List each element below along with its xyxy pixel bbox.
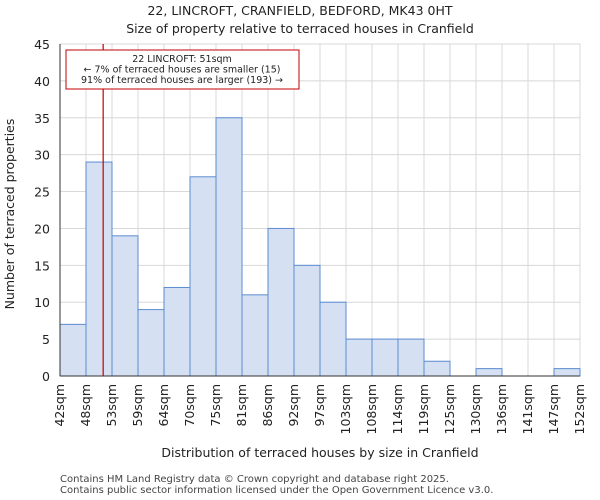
x-tick-labels: 42sqm 48sqm 53sqm 59sqm 64sqm 70sqm 75sqm 81sqm… — [52, 384, 587, 434]
y-tick-label: 30 — [34, 148, 50, 163]
annotation-line: 91% of terraced houses are larger (193) … — [81, 75, 283, 86]
bar-108sqm — [371, 338, 399, 377]
y-tick-label: 20 — [34, 221, 50, 236]
footer-line-1: Contains HM Land Registry data © Crown c… — [60, 474, 449, 485]
y-tick-label: 10 — [34, 295, 50, 310]
x-tick-label: 92sqm — [286, 384, 301, 427]
x-tick-label: 147sqm — [546, 384, 561, 434]
bar-97sqm — [319, 301, 347, 377]
x-tick-label: 75sqm — [208, 384, 223, 427]
x-axis-label: Distribution of terraced houses by size … — [161, 445, 478, 460]
x-tick-label: 81sqm — [234, 384, 249, 427]
x-tick-label: 125sqm — [442, 384, 457, 434]
bar-92sqm — [293, 264, 321, 377]
y-tick-label: 0 — [42, 369, 50, 384]
y-tick-labels: 0 5 10 15 20 25 30 35 40 45 — [34, 37, 50, 384]
axes — [59, 44, 580, 377]
chart-subtitle: Size of property relative to terraced ho… — [126, 21, 474, 36]
bar-103sqm — [345, 338, 373, 377]
bar-70sqm — [189, 176, 217, 377]
annotation-box — [65, 49, 300, 90]
bar-64sqm — [163, 286, 191, 377]
x-tick-label: 97sqm — [312, 384, 327, 427]
y-axis-label: Number of terraced properties — [2, 119, 17, 310]
x-tick-label: 152sqm — [572, 384, 587, 434]
x-tick-label: 114sqm — [390, 384, 405, 434]
y-tick-label: 40 — [34, 74, 50, 89]
x-tick-label: 48sqm — [78, 384, 93, 427]
bar-48sqm — [85, 161, 113, 377]
property-marker: 22 LINCROFT: 51sqm← 7% of terraced house… — [65, 44, 300, 376]
y-tick-label: 25 — [34, 185, 50, 200]
x-tick-label: 130sqm — [468, 384, 483, 434]
annotation-line: 22 LINCROFT: 51sqm — [132, 54, 232, 65]
bar-130sqm — [475, 368, 503, 377]
bar-86sqm — [267, 227, 295, 377]
x-tick-label: 136sqm — [494, 384, 509, 434]
x-tick-label: 119sqm — [416, 384, 431, 434]
x-tick-label: 86sqm — [260, 384, 275, 427]
x-tick-label: 59sqm — [130, 384, 145, 427]
y-tick-label: 35 — [34, 111, 50, 126]
x-tick-label: 108sqm — [364, 384, 379, 434]
footer-line-2: Contains public sector information licen… — [60, 485, 494, 496]
bar-59sqm — [137, 309, 165, 377]
x-tick-label: 42sqm — [52, 384, 67, 427]
x-tick-label: 141sqm — [520, 384, 535, 434]
y-tick-label: 5 — [42, 332, 50, 347]
x-tick-label: 64sqm — [156, 384, 171, 427]
x-tick-label: 70sqm — [182, 384, 197, 427]
annotation-line: ← 7% of terraced houses are smaller (15) — [84, 65, 281, 76]
bar-53sqm — [111, 235, 139, 377]
bar-147sqm — [553, 368, 581, 377]
x-tick-label: 103sqm — [338, 384, 353, 434]
bar-75sqm — [215, 117, 243, 377]
y-tick-label: 15 — [34, 258, 50, 273]
bar-119sqm — [423, 360, 451, 377]
bar-81sqm — [241, 294, 269, 377]
histogram-chart: 0 5 10 15 20 25 30 35 40 45 42sqm 48sqm 53sqm 59sqm 6… — [2, 37, 587, 460]
x-tick-label: 53sqm — [104, 384, 119, 427]
chart-title: 22, LINCROFT, CRANFIELD, BEDFORD, MK43 0… — [147, 3, 453, 18]
y-tick-label: 45 — [34, 37, 50, 52]
bar-42sqm — [59, 323, 87, 377]
bar-114sqm — [397, 338, 425, 377]
